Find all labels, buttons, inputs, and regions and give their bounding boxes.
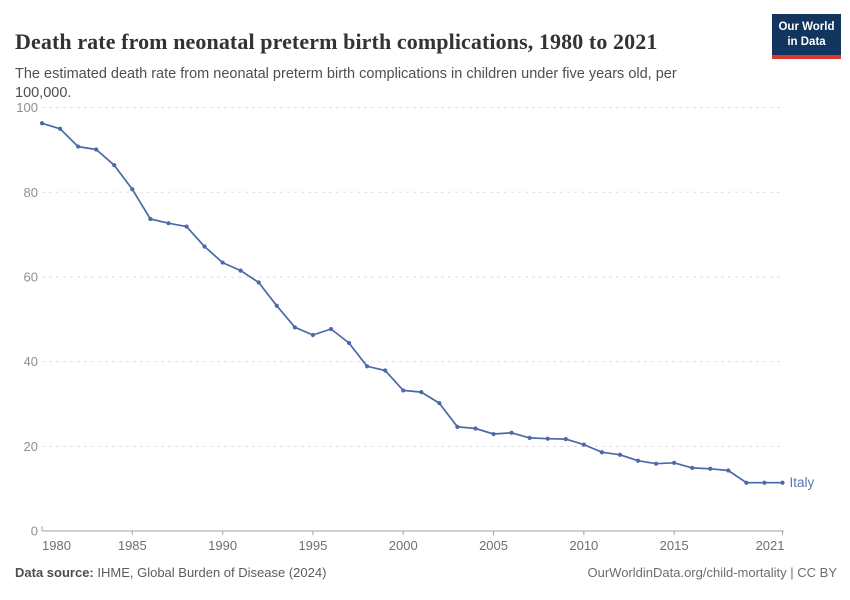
data-point-1981 [57, 126, 63, 131]
data-point-2006 [509, 430, 514, 435]
data-point-1994 [292, 325, 297, 330]
y-tick-label-20: 20 [24, 439, 38, 454]
owid-logo-text: Our World in Data [772, 14, 841, 55]
entity-label-italy: Italy [790, 475, 815, 490]
data-point-2014 [653, 461, 659, 466]
x-tick-label-2000: 2000 [389, 538, 418, 553]
data-point-2010 [581, 442, 586, 447]
x-tick-label-1995: 1995 [298, 538, 327, 553]
data-point-1980 [39, 121, 45, 126]
x-tick-label-2010: 2010 [569, 538, 598, 553]
data-point-1997 [346, 340, 352, 346]
data-point-2008 [545, 436, 550, 441]
data-point-2019 [744, 480, 749, 485]
data-source-value: IHME, Global Burden of Disease (2024) [93, 565, 327, 580]
data-point-2017 [708, 466, 713, 471]
y-tick-label-0: 0 [31, 524, 38, 539]
x-tick-label-2021: 2021 [756, 538, 785, 553]
data-point-1999 [383, 368, 388, 373]
owid-logo-line2: in Data [787, 35, 826, 48]
data-point-2020 [762, 480, 767, 485]
data-point-1996 [328, 326, 334, 332]
page-subtitle: The estimated death rate from neonatal p… [15, 65, 677, 101]
owid-logo[interactable]: Our World in Data [772, 14, 841, 59]
data-point-1982 [76, 144, 81, 149]
data-point-2002 [437, 401, 442, 406]
y-tick-label-60: 60 [24, 269, 38, 284]
data-point-2013 [635, 458, 641, 463]
data-point-2012 [617, 452, 623, 457]
data-point-1984 [112, 163, 117, 168]
data-point-2009 [563, 437, 568, 442]
x-tick-label-2015: 2015 [660, 538, 689, 553]
data-point-1987 [166, 221, 171, 226]
y-tick-label-100: 100 [16, 100, 38, 115]
chart-footer: Data source: IHME, Global Burden of Dise… [15, 565, 837, 580]
data-point-1986 [148, 216, 153, 222]
x-tick-label-2005: 2005 [479, 538, 508, 553]
data-point-1983 [94, 147, 99, 152]
data-point-1992 [256, 280, 261, 285]
data-point-1993 [274, 303, 279, 308]
data-point-1989 [202, 244, 207, 249]
data-point-1985 [130, 187, 135, 192]
x-tick-label-1985: 1985 [118, 538, 147, 553]
chart-svg[interactable]: 0 20 40 60 80 100 1980 1985 1990 1995 2000 2005 2010… [0, 0, 850, 560]
data-point-1995 [310, 332, 316, 338]
data-point-2016 [690, 465, 695, 471]
data-point-2011 [599, 450, 604, 455]
data-point-1990 [220, 260, 225, 265]
data-point-1988 [184, 224, 189, 229]
footer-citation-link[interactable]: OurWorldinData.org/child-mortality | CC … [587, 565, 838, 580]
y-tick-label-40: 40 [24, 354, 38, 369]
data-point-2004 [473, 426, 478, 431]
data-point-1991 [238, 268, 243, 273]
data-point-2005 [491, 431, 496, 437]
page-title: Death rate from neonatal preterm birth c… [15, 28, 658, 54]
data-point-2015 [672, 460, 677, 465]
data-source: Data source: IHME, Global Burden of Dise… [15, 565, 326, 580]
owid-logo-line1: Our World [778, 21, 835, 34]
y-tick-label-80: 80 [24, 185, 38, 200]
data-point-2018 [726, 468, 731, 473]
owid-logo-red-bar [772, 55, 841, 59]
data-point-2007 [527, 435, 532, 440]
data-point-2000 [401, 388, 406, 393]
data-source-label: Data source: [15, 565, 94, 580]
series-line-italy [41, 122, 784, 484]
x-tick-label-1980: 1980 [42, 538, 71, 553]
data-point-2001 [419, 390, 424, 395]
data-point-2021 [780, 480, 785, 485]
x-tick-label-1990: 1990 [208, 538, 237, 553]
data-point-1998 [364, 364, 370, 369]
data-point-2003 [455, 424, 460, 429]
